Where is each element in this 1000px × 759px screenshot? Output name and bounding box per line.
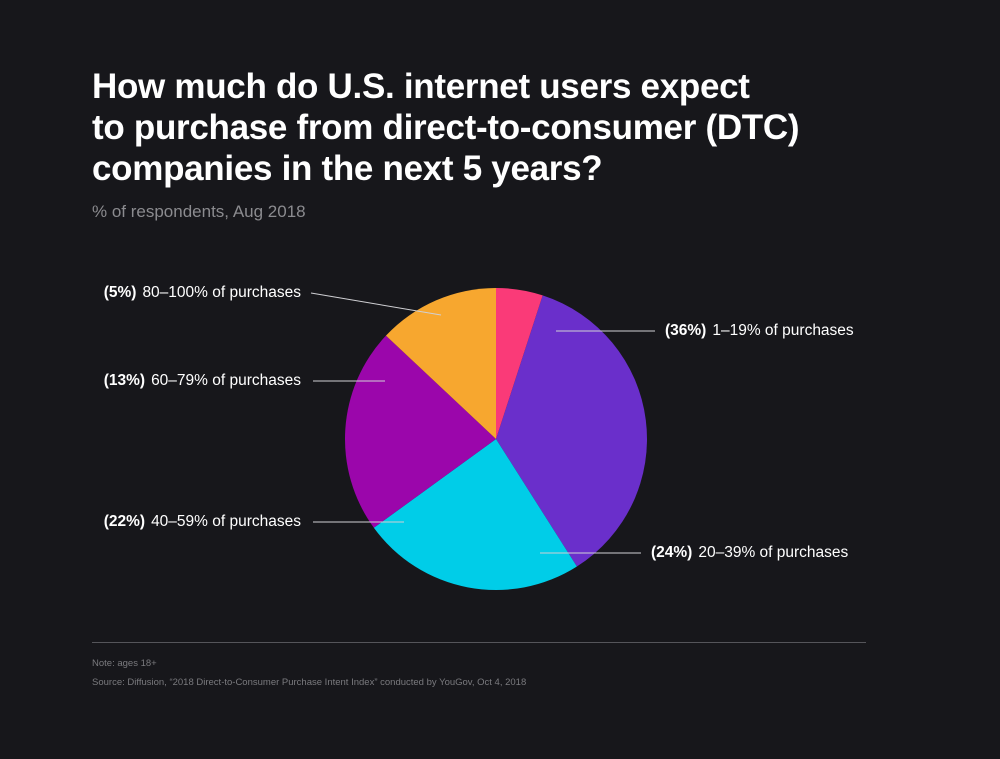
pie-slices [344, 288, 647, 590]
slice-label: (13%) 60–79% of purchases [104, 372, 302, 389]
slice-category: 80–100% of purchases [142, 284, 301, 301]
slice-category: 20–39% of purchases [698, 544, 848, 561]
slice-percent: (5%) [104, 284, 137, 301]
slice-percent: (13%) [104, 372, 145, 389]
chart-subtitle: % of respondents, Aug 2018 [92, 202, 306, 221]
chart-title: How much do U.S. internet users expect t… [92, 66, 952, 189]
slice-category: 1–19% of purchases [712, 322, 854, 339]
slice-label: (36%) 1–19% of purchases [665, 322, 854, 339]
leader-line [310, 292, 442, 316]
chart-title-line: to purchase from direct-to-consumer (DTC… [92, 108, 800, 147]
pie-slice [385, 288, 496, 439]
slice-labels: (36%) 1–19% of purchases (24%) 20–39% of pu… [104, 284, 854, 561]
pie-slice [496, 288, 543, 439]
slice-percent: (22%) [104, 513, 145, 530]
pie-slice [496, 295, 647, 567]
footnote-source: Source: Diffusion, “2018 Direct-to-Consu… [92, 677, 527, 688]
chart-title-line: companies in the next 5 years? [92, 149, 603, 188]
pie-slice [373, 439, 577, 590]
footnote-note: Note: ages 18+ [92, 658, 157, 669]
chart-title-line: How much do U.S. internet users expect [92, 67, 750, 106]
pie-slice [344, 335, 496, 528]
slice-label: (24%) 20–39% of purchases [651, 544, 849, 561]
slice-label: (22%) 40–59% of purchases [104, 513, 302, 530]
footer-divider [92, 642, 866, 643]
slice-category: 60–79% of purchases [151, 372, 301, 389]
slice-percent: (24%) [651, 544, 692, 561]
slice-label: (5%) 80–100% of purchases [104, 284, 302, 301]
slice-percent: (36%) [665, 322, 706, 339]
slice-category: 40–59% of purchases [151, 513, 301, 530]
